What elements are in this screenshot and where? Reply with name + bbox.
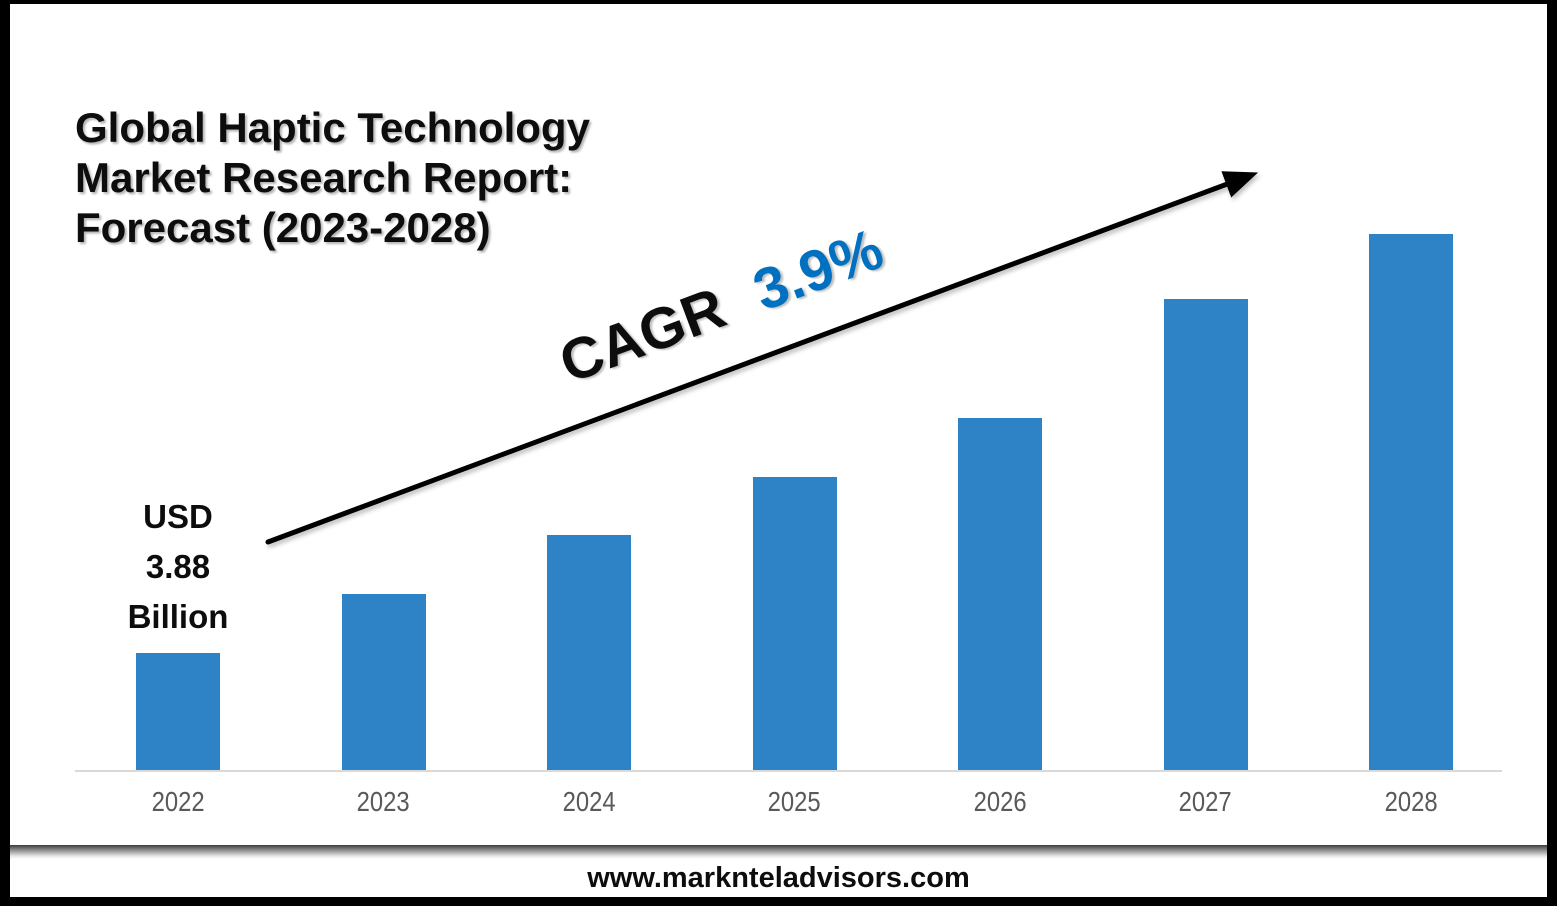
cagr-percent-value: 3.9% <box>744 216 892 324</box>
year-label-2027: 2027 <box>1179 786 1232 817</box>
year-label-2028: 2028 <box>1384 786 1438 817</box>
year-label-2025: 2025 <box>768 786 821 817</box>
bar-2026 <box>958 418 1042 771</box>
bar-2022 <box>136 653 220 771</box>
bar-2028 <box>1369 234 1453 771</box>
chart-canvas: Global Haptic Technology Market Research… <box>10 4 1547 897</box>
footer-website-url: www.marknteladvisors.com <box>587 861 970 894</box>
year-label-2026: 2026 <box>973 786 1027 817</box>
data-label-2022: USD 3.88 Billion <box>127 498 229 635</box>
bar-2025 <box>752 477 837 771</box>
year-label-2024: 2024 <box>562 786 616 817</box>
cagr-prefix-text: CAGR <box>551 275 734 396</box>
year-label-2022: 2022 <box>151 786 205 817</box>
footer-shadow-divider <box>10 845 1547 859</box>
year-label-2023: 2023 <box>357 786 410 817</box>
bar-2023 <box>341 594 426 771</box>
bar-2024 <box>547 535 631 771</box>
bar-2027 <box>1163 299 1248 771</box>
footer: www.marknteladvisors.com <box>10 859 1547 897</box>
chart-title: Global Haptic Technology Market Research… <box>75 104 590 251</box>
